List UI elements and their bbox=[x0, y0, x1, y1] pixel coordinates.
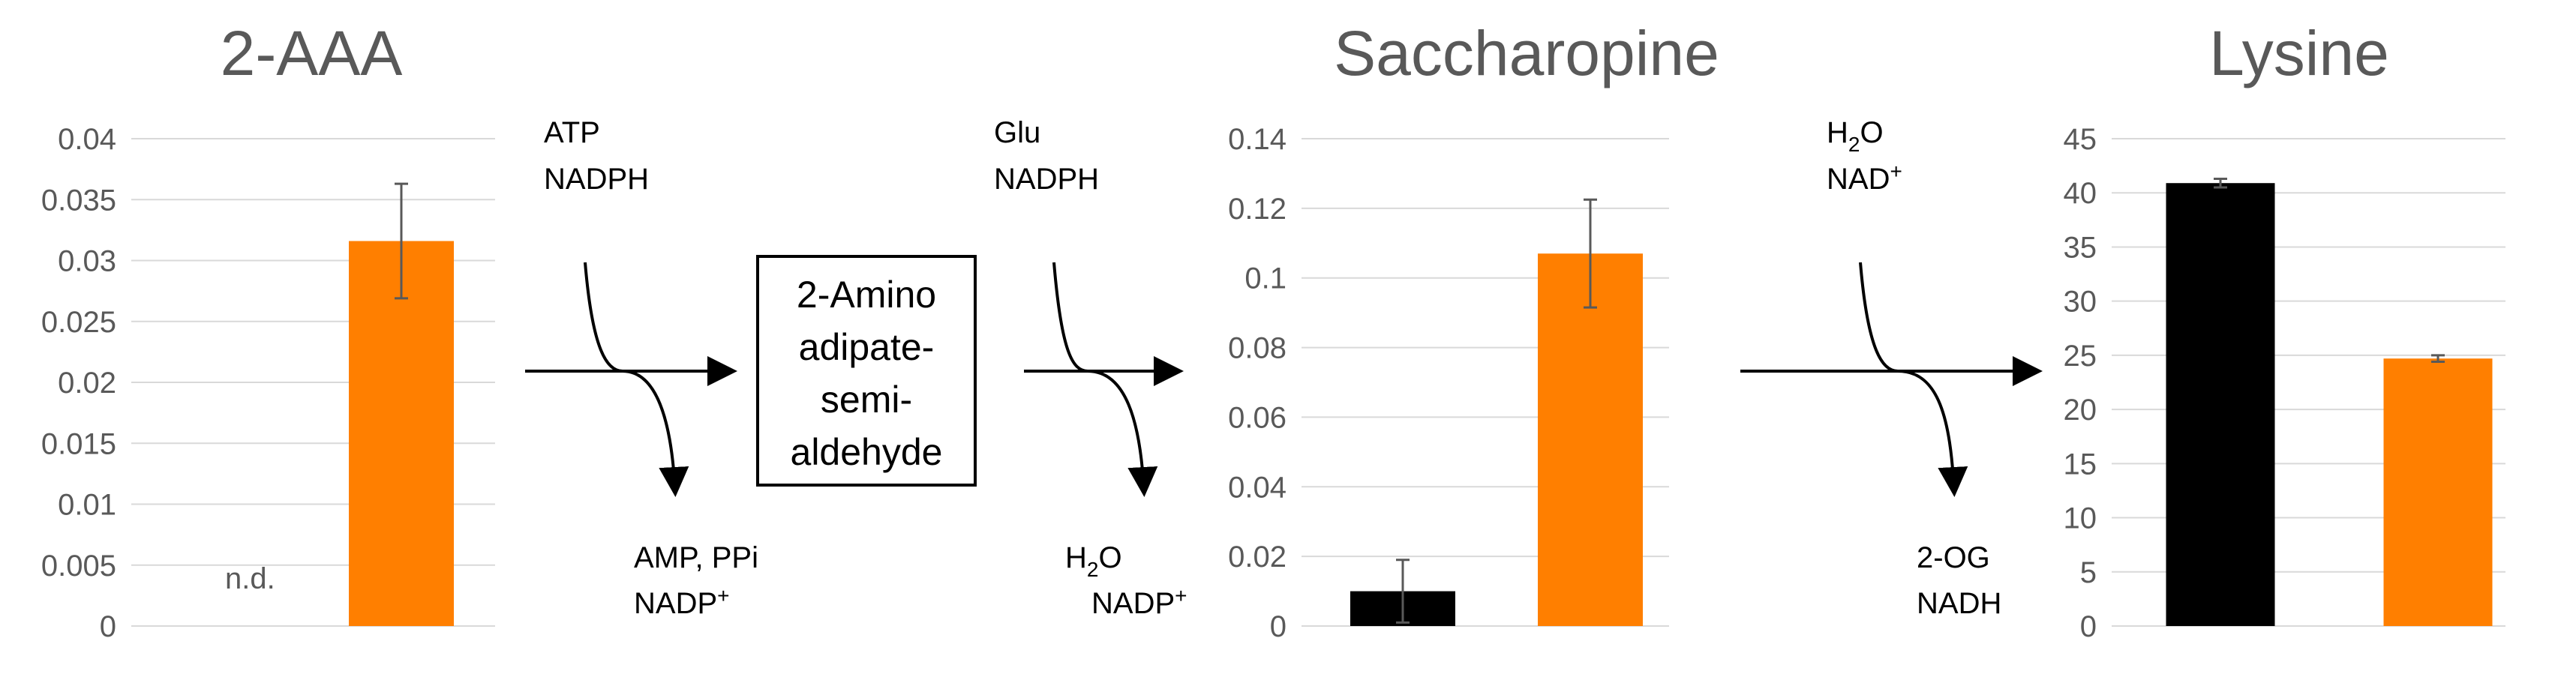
y-tick-label: 0.025 bbox=[41, 306, 116, 339]
y-tick-label: 10 bbox=[2064, 502, 2097, 535]
y-tick-label: 0.01 bbox=[58, 489, 116, 522]
cofactor-in-2: NADPH bbox=[994, 163, 1099, 196]
y-tick-label: 5 bbox=[2080, 556, 2097, 589]
chart-lysine: Lysine 0 5 10 15 20 25 30 35 40 45 bbox=[2064, 18, 2505, 643]
bar bbox=[1538, 253, 1643, 626]
chart-title: Lysine bbox=[2209, 18, 2389, 88]
y-tick-label: 0.03 bbox=[58, 245, 116, 278]
nd-annotation: n.d. bbox=[225, 562, 275, 595]
bar bbox=[2383, 358, 2493, 626]
y-tick-label: 15 bbox=[2064, 448, 2097, 481]
y-tick-label: 0.02 bbox=[1228, 541, 1286, 574]
y-tick-label: 35 bbox=[2064, 231, 2097, 264]
y-tick-label: 0.035 bbox=[41, 184, 116, 217]
y-tick-label: 40 bbox=[2064, 177, 2097, 210]
chart-title: 2-AAA bbox=[221, 18, 403, 88]
y-tick-label: 20 bbox=[2064, 394, 2097, 427]
cofactor-out-1: 2-OG bbox=[1917, 541, 1990, 574]
cofactor-arrow bbox=[1859, 262, 1968, 497]
cofactor-in-1: H2O bbox=[1827, 116, 1884, 156]
y-tick-label: 0.08 bbox=[1228, 332, 1286, 365]
reaction-step-3: H2O NAD+ 2-OG NADH bbox=[1740, 116, 2043, 620]
cofactor-arrow bbox=[1052, 262, 1158, 497]
y-tick-label: 45 bbox=[2064, 123, 2097, 156]
intermediate-line-2: adipate- bbox=[799, 326, 935, 368]
y-tick-label: 0.1 bbox=[1244, 262, 1286, 295]
y-tick-label: 0 bbox=[1270, 610, 1286, 643]
reaction-step-2: Glu NADPH H2O NADP+ bbox=[994, 116, 1187, 620]
y-tick-label: 25 bbox=[2064, 340, 2097, 373]
cofactor-in-2: NAD+ bbox=[1827, 160, 1902, 196]
y-tick-label: 30 bbox=[2064, 286, 2097, 319]
bar bbox=[2166, 183, 2275, 626]
reaction-step-1: ATP NADPH AMP, PPi NADP+ bbox=[525, 116, 758, 620]
intermediate-box: 2-Amino adipate- semi- aldehyde bbox=[756, 255, 977, 487]
cofactor-in-1: ATP bbox=[544, 116, 600, 149]
cofactor-out-1: AMP, PPi bbox=[634, 541, 758, 574]
y-tick-label: 0.005 bbox=[41, 550, 116, 583]
cofactor-out-2: NADH bbox=[1917, 587, 2001, 620]
y-tick-label: 0 bbox=[100, 610, 116, 643]
cofactor-in-2: NADPH bbox=[544, 163, 649, 196]
cofactor-arrow bbox=[584, 262, 689, 497]
intermediate-line-1: 2-Amino bbox=[797, 274, 936, 316]
intermediate-line-3: semi- bbox=[821, 379, 912, 421]
chart-saccharopine: Saccharopine 0 0.02 0.04 0.06 0.08 0.1 0.12 0.1… bbox=[1228, 18, 1719, 643]
y-tick-label: 0.12 bbox=[1228, 193, 1286, 226]
y-tick-label: 0.015 bbox=[41, 427, 116, 460]
cofactor-out-1: H2O bbox=[1065, 541, 1122, 581]
cofactor-out-2: NADP+ bbox=[634, 584, 730, 620]
chart-2aaa: 2-AAA n.d. 0 0.005 0.01 0.015 0.02 0.025 0.03 0… bbox=[41, 18, 495, 643]
cofactor-in-1: Glu bbox=[994, 116, 1040, 149]
cofactor-out-2: NADP+ bbox=[1091, 584, 1187, 620]
y-tick-label: 0.04 bbox=[58, 123, 116, 156]
bar bbox=[349, 241, 454, 626]
y-tick-label: 0.02 bbox=[58, 367, 116, 400]
y-tick-label: 0.04 bbox=[1228, 471, 1286, 504]
chart-title: Saccharopine bbox=[1334, 18, 1719, 88]
intermediate-line-4: aldehyde bbox=[791, 431, 943, 473]
y-tick-label: 0.06 bbox=[1228, 401, 1286, 434]
y-tick-label: 0.14 bbox=[1228, 123, 1286, 156]
y-tick-label: 0 bbox=[2080, 610, 2097, 643]
